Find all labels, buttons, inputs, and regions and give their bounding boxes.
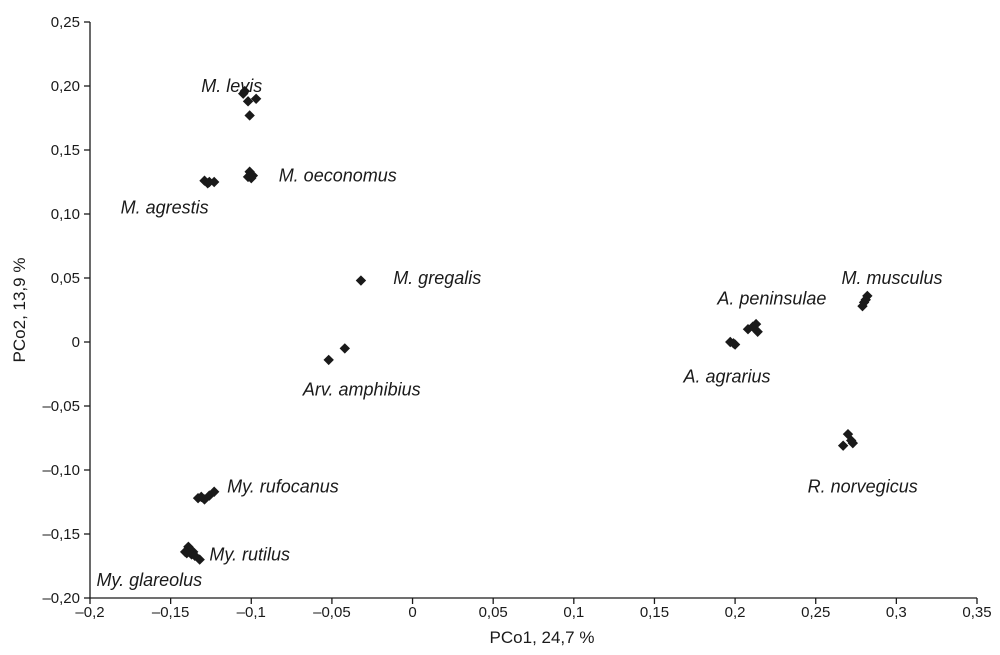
group-label: R. norvegicus <box>808 477 918 497</box>
y-tick-label: –0,10 <box>42 462 80 479</box>
group-label: My. glareolus <box>96 570 202 590</box>
data-point <box>842 428 854 440</box>
y-tick-label: 0,20 <box>51 78 80 95</box>
data-point <box>355 275 367 286</box>
x-tick-label: 0,35 <box>962 604 991 621</box>
y-tick-label: –0,05 <box>42 398 80 415</box>
data-point <box>250 93 262 104</box>
group-label: Arv. amphibius <box>302 379 421 399</box>
data-point <box>208 486 220 497</box>
data-point <box>204 176 215 188</box>
group-label: M. gregalis <box>393 268 481 288</box>
data-point <box>742 324 754 335</box>
data-point <box>323 354 334 366</box>
data-point <box>244 166 255 177</box>
x-tick-label: 0,05 <box>479 604 508 621</box>
data-point <box>244 110 255 121</box>
y-tick-label: 0,10 <box>51 206 80 223</box>
y-axis-ticks: –0,20 –0,15 –0,10 –0,05 0 0,05 0,10 0,15 0,20 0,2… <box>42 14 90 607</box>
y-tick-label: 0,05 <box>51 270 80 287</box>
group-label: M. agrestis <box>121 198 209 218</box>
group-labels: M. levis M. oeconomus M. agrestis M. gregal… <box>96 76 942 590</box>
data-point <box>196 491 207 503</box>
data-point <box>242 171 254 183</box>
y-tick-label: 0,15 <box>51 142 80 159</box>
data-point <box>181 548 192 559</box>
x-axis-label: PCo1, 24,7 % <box>490 628 595 647</box>
x-axis-ticks: –0,2 –0,15 –0,1 –0,05 0 0,05 0,1 0,15 0,2 0,25 0,3… <box>75 598 992 621</box>
x-tick-label: 0,25 <box>801 604 830 621</box>
x-tick-label: 0 <box>408 604 416 621</box>
group-label: A. agrarius <box>682 367 770 387</box>
x-tick-label: –0,05 <box>313 604 351 621</box>
data-point <box>242 96 254 107</box>
group-label: My. rufocanus <box>227 477 339 497</box>
x-tick-label: –0,15 <box>152 604 190 621</box>
group-label: A. peninsulae <box>716 288 826 308</box>
x-tick-label: 0,1 <box>563 604 584 621</box>
y-tick-label: –0,15 <box>42 526 80 543</box>
data-point <box>837 440 849 451</box>
x-tick-label: 0,15 <box>640 604 669 621</box>
data-point <box>860 294 871 305</box>
data-point <box>857 300 868 312</box>
group-label: M. musculus <box>842 268 943 288</box>
x-tick-label: 0,2 <box>725 604 746 621</box>
y-tick-label: 0,25 <box>51 14 80 31</box>
y-axis-label: PCo2, 13,9 % <box>10 258 29 363</box>
data-point <box>728 338 739 349</box>
group-label: M. levis <box>201 76 262 96</box>
group-label: M. oeconomus <box>279 166 397 186</box>
data-point <box>199 175 210 186</box>
data-points <box>179 85 873 565</box>
x-tick-label: 0,3 <box>886 604 907 621</box>
data-point <box>189 550 201 561</box>
data-point <box>247 170 259 181</box>
data-point <box>752 326 763 337</box>
data-point <box>862 290 873 302</box>
data-point <box>238 88 249 99</box>
y-tick-label: –0,20 <box>42 590 80 607</box>
data-point <box>847 437 859 449</box>
x-tick-label: –0,2 <box>75 604 104 621</box>
data-point <box>339 343 351 354</box>
y-tick-label: 0 <box>72 334 80 351</box>
group-label: My. rutilus <box>209 544 290 564</box>
x-tick-label: –0,1 <box>237 604 266 621</box>
